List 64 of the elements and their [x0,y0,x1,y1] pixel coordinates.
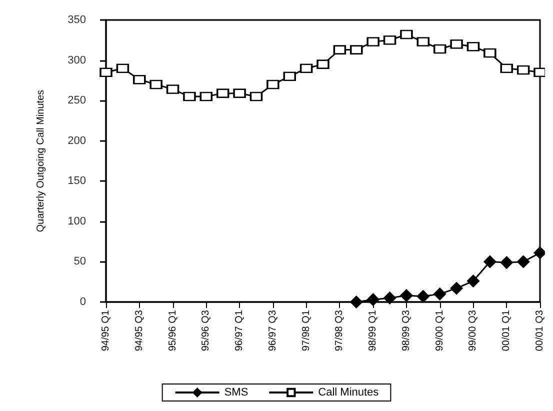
x-tick-label: 95/96 Q1 [167,310,178,352]
point [517,65,530,75]
point [384,35,396,45]
point [183,92,196,102]
y-tick-label: 350 [68,14,86,26]
x-tick-label: 97/98 Q1 [300,310,312,352]
point [400,30,413,40]
y-tick-label: 300 [68,54,86,66]
point [466,274,480,288]
y-tick-label: 150 [68,175,86,188]
legend-label: Call Minutes [318,386,380,398]
point [333,45,346,55]
point [266,80,280,90]
point [434,44,446,54]
point [484,48,496,58]
point [500,64,513,74]
point [116,64,129,74]
x-tick-label: 94/95 Q1 [100,310,112,352]
point [350,45,363,55]
point [450,282,463,295]
point [384,292,396,304]
point [150,80,162,90]
x-tick-label: 97/98 Q3 [334,310,346,352]
y-tick-label: 50 [74,256,86,268]
point [400,289,413,302]
point [366,37,380,47]
x-tick-label: 00/01 Q1 [501,310,512,352]
point [517,255,530,268]
point [283,72,296,82]
point [366,293,380,306]
y-tick-label: 250 [68,94,86,107]
point [300,64,313,74]
x-tick-label: 94/95 Q3 [134,310,145,352]
x-tick-label: 96/97 Q1 [234,310,246,352]
x-tick-label: 99/00 Q1 [434,310,446,352]
x-tick-label: 00/01 Q3 [534,310,546,352]
point [233,88,246,98]
point [416,290,430,303]
point [100,68,112,78]
point [534,246,545,260]
x-tick-label: 99/00 Q3 [468,310,479,352]
point [350,296,363,308]
point [466,42,480,52]
point [500,256,513,269]
x-tick-label: 98/99 Q3 [400,310,412,352]
point [434,288,446,300]
x-tick-label: 96/97 Q3 [267,310,278,352]
y-tick-label: 200 [68,134,86,147]
point [200,92,212,102]
y-tick-label: 0 [80,296,86,308]
point [316,60,330,70]
point [216,88,230,98]
y-tick-label: 100 [68,215,86,228]
legend-label: SMS [224,386,248,398]
point [166,84,180,94]
point [133,74,146,84]
point [534,68,545,78]
point [250,92,262,102]
x-tick-label: 98/99 Q1 [368,310,379,352]
x-tick-label: 95/96 Q3 [200,310,212,352]
y-axis-title: Quarterly Outgoing Call Minutes [36,90,46,232]
point [484,255,496,268]
point [416,37,430,47]
point [450,39,463,49]
